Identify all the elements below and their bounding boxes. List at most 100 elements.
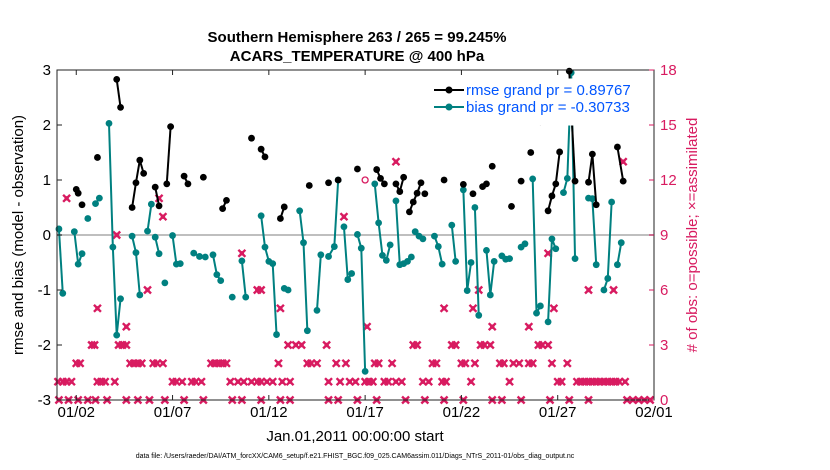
bias-point: [59, 289, 67, 297]
bias-line: [433, 235, 444, 265]
bias-point: [571, 255, 579, 263]
bias-point: [169, 232, 176, 239]
obs-assimilated-mark: [239, 377, 249, 387]
rmse-point: [184, 180, 192, 188]
bias-point: [382, 256, 390, 264]
obs-assimilated-mark: [391, 157, 401, 167]
obs-assimilated-mark: [368, 377, 378, 387]
bias-point: [617, 239, 625, 247]
rmse-point: [373, 166, 381, 173]
obs-assimilated-mark: [256, 285, 266, 295]
rmse-point: [257, 145, 265, 153]
bias-point: [132, 249, 140, 256]
obs-assimilated-mark: [277, 377, 287, 387]
y2-ticks: 0 3 6 9 12 15 18: [649, 62, 677, 409]
bias-point: [475, 311, 483, 319]
rmse-point: [556, 148, 564, 156]
rmse-point: [517, 177, 525, 185]
obs-assimilated-mark: [562, 358, 572, 368]
bias-point: [529, 175, 537, 183]
bias-line: [531, 178, 542, 317]
bias-point: [536, 302, 544, 310]
rmse-point: [548, 192, 556, 200]
y2-tick-label: 9: [660, 227, 668, 244]
obs-assimilated-mark: [468, 303, 478, 313]
obs-assimilated-mark: [90, 340, 99, 350]
rmse-point: [459, 181, 467, 188]
bias-point: [560, 189, 567, 197]
bias-point: [552, 245, 560, 253]
bias-point: [431, 232, 438, 240]
rmse-point: [155, 202, 163, 210]
rmse-point: [421, 190, 429, 198]
bias-point: [490, 258, 498, 265]
bias-point: [95, 194, 103, 202]
rmse-point: [588, 150, 596, 158]
x-ticks: 01/02 01/07 01/12 01/17 01/22 01/27 02/01: [57, 70, 673, 421]
x-tick-label: 01/07: [154, 404, 192, 421]
rmse-point: [74, 189, 82, 197]
bias-point: [176, 260, 184, 267]
rmse-point: [544, 207, 552, 215]
legend-rmse-label: rmse grand pr = 0.89767: [466, 82, 631, 99]
bias-point: [144, 227, 151, 235]
bias-point: [313, 306, 321, 314]
bias-point: [604, 275, 612, 282]
bias-point: [209, 251, 217, 259]
bias-point: [483, 247, 490, 254]
obs-assimilated-mark: [524, 322, 534, 332]
obs-assimilated-mark: [322, 340, 331, 350]
bias-point: [303, 327, 311, 335]
bias-line: [146, 204, 153, 232]
bias-line: [57, 228, 64, 294]
rmse-point: [354, 165, 361, 173]
bias-point: [563, 174, 571, 182]
x-tick-label: 01/27: [539, 404, 577, 421]
bias-series-layer: [55, 69, 625, 375]
bias-point: [407, 253, 415, 261]
obs-assimilated-mark: [276, 303, 285, 313]
x-tick-label: 01/12: [250, 404, 288, 421]
bias-point: [386, 241, 394, 249]
bias-point: [300, 239, 307, 247]
rmse-point: [483, 180, 490, 188]
rmse-point: [409, 198, 417, 206]
obs-assimilated-mark: [432, 358, 441, 368]
bias-point: [608, 198, 616, 206]
bias-line: [462, 189, 473, 291]
y2-tick-label: 0: [660, 392, 668, 409]
bias-point: [70, 228, 78, 236]
y-tick-label: 0: [43, 227, 51, 244]
obs-assimilated-mark: [274, 358, 283, 368]
bias-point: [467, 259, 475, 266]
bias-point: [506, 255, 513, 263]
bias-line: [131, 235, 141, 296]
bias-line: [450, 224, 457, 262]
obs-assimilated-mark: [237, 248, 247, 258]
bias-point: [238, 257, 246, 265]
bias-line: [588, 197, 598, 265]
bias-point: [330, 243, 338, 250]
legend: rmse grand pr = 0.89767 bias grand pr = …: [430, 78, 644, 126]
obs-assimilated-mark: [439, 303, 449, 313]
rmse-point: [140, 170, 148, 177]
rmse-point: [571, 177, 579, 185]
rmse-point: [132, 179, 140, 187]
rmse-line: [131, 159, 145, 208]
obs-assimilated-mark: [528, 358, 538, 368]
rmse-point: [614, 143, 621, 151]
rmse-point: [469, 190, 477, 198]
bias-point: [269, 260, 277, 267]
rmse-point: [585, 178, 592, 186]
rmse-point: [113, 75, 121, 83]
rmse-point: [78, 201, 86, 209]
obs-assimilated-mark: [158, 358, 168, 368]
obs-assimilated-mark: [75, 358, 85, 368]
rmse-line: [165, 126, 172, 184]
bias-line: [298, 210, 309, 331]
obs-assimilated-mark: [197, 377, 206, 387]
bias-point: [201, 253, 209, 261]
legend-box: [430, 78, 644, 126]
bias-point: [371, 180, 379, 188]
